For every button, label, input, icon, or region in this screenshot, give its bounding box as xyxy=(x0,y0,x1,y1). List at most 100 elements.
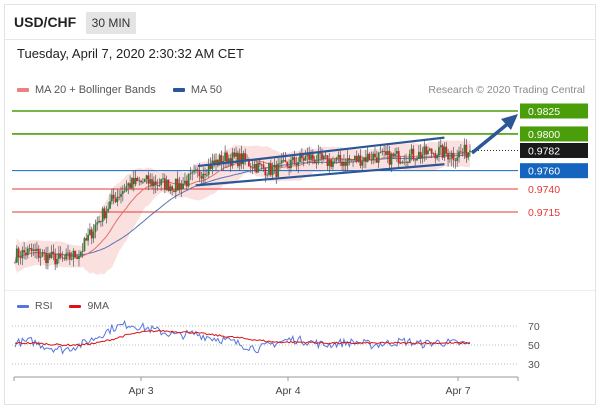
candle-body xyxy=(235,152,238,157)
candle-body xyxy=(25,252,27,256)
x-tick-label: Apr 3 xyxy=(128,385,153,397)
candle-body xyxy=(213,160,216,164)
candle-body xyxy=(112,194,115,199)
candle-body xyxy=(227,158,230,164)
candle-body xyxy=(459,151,462,153)
candle-body xyxy=(162,178,164,180)
candle-body xyxy=(145,175,148,179)
candle-body xyxy=(450,153,453,159)
candle-body xyxy=(21,250,24,259)
candle-body xyxy=(237,152,239,167)
candle-body xyxy=(428,148,431,151)
candle-body xyxy=(96,222,99,225)
candle-body xyxy=(445,146,448,154)
candle-body xyxy=(79,252,82,256)
candle-body xyxy=(361,161,364,166)
candles xyxy=(14,138,471,271)
candle-body xyxy=(57,253,60,259)
panel-divider xyxy=(5,290,595,291)
level-label-box-0.9782 xyxy=(520,142,588,158)
candle-body xyxy=(125,186,128,191)
candle-body xyxy=(385,151,387,155)
candle-body xyxy=(388,150,391,165)
candle-body xyxy=(180,183,183,190)
candle-body xyxy=(273,164,276,168)
candle-body xyxy=(17,248,20,258)
candle-body xyxy=(317,152,320,163)
candle-body xyxy=(469,150,471,153)
candle-body xyxy=(98,220,100,223)
candle-body xyxy=(363,157,365,162)
candle-body xyxy=(374,153,376,158)
candle-body xyxy=(441,145,444,158)
candle-body xyxy=(302,158,305,161)
candle-body xyxy=(417,151,420,160)
candle-body xyxy=(209,164,212,169)
candle-body xyxy=(152,181,155,187)
rsi-tick-70: 70 xyxy=(528,321,540,333)
candle-body xyxy=(238,153,241,167)
candle-body xyxy=(34,249,37,251)
forecast-arrow-head xyxy=(501,114,518,130)
interval-button[interactable]: 30 MIN xyxy=(86,12,136,34)
candle-body xyxy=(465,144,468,158)
candle-body xyxy=(200,176,203,179)
candle-body xyxy=(207,164,210,175)
candle-body xyxy=(90,229,93,239)
candle-body xyxy=(127,183,130,187)
candle-body xyxy=(423,146,426,155)
candle-body xyxy=(324,155,327,157)
candle-body xyxy=(244,153,247,160)
candle-body xyxy=(216,159,219,166)
candle-body xyxy=(447,153,449,160)
rsi-legend: RSI 9MA xyxy=(17,300,123,312)
candle-body xyxy=(107,208,110,212)
legend-item-9ma: 9MA xyxy=(69,300,109,312)
candle-body xyxy=(284,160,287,163)
candle-body xyxy=(280,160,283,164)
candle-body xyxy=(295,163,298,166)
candle-body xyxy=(14,262,16,264)
legend-label-rsi: RSI xyxy=(35,300,53,312)
candle-body xyxy=(110,194,113,202)
candle-body xyxy=(61,257,64,259)
candle-body xyxy=(311,154,314,160)
candle-body xyxy=(456,157,459,161)
candle-body xyxy=(405,161,407,163)
candle-body xyxy=(160,179,163,185)
candle-body xyxy=(454,159,457,161)
candle-body xyxy=(350,159,353,161)
candle-body xyxy=(396,151,398,154)
candle-body xyxy=(165,179,168,190)
candle-body xyxy=(87,234,89,241)
candle-body xyxy=(123,190,126,192)
candle-body xyxy=(467,152,470,158)
candle-body xyxy=(72,250,75,260)
candle-body xyxy=(343,161,345,166)
candle-body xyxy=(202,173,205,179)
candle-body xyxy=(48,254,51,258)
candle-body xyxy=(452,153,455,160)
legend-label-ma50: MA 50 xyxy=(190,84,223,96)
candle-body xyxy=(196,169,199,171)
candle-body xyxy=(167,179,170,191)
candle-body xyxy=(205,174,208,176)
candle-body xyxy=(432,153,435,155)
candle-body xyxy=(279,163,281,164)
candle-body xyxy=(52,251,55,254)
candle-body xyxy=(189,173,192,175)
candle-body xyxy=(458,151,460,158)
credit-text: Research © 2020 Trading Central xyxy=(428,84,585,96)
candle-body xyxy=(306,153,309,156)
candle-body xyxy=(375,157,378,163)
candle-body xyxy=(191,172,194,174)
legend-swatch-rsi xyxy=(17,304,29,308)
candle-body xyxy=(253,164,256,169)
candle-body xyxy=(438,147,440,156)
candle-body xyxy=(220,155,223,164)
candle-body xyxy=(434,153,437,159)
candle-body xyxy=(330,159,333,167)
candle-body xyxy=(151,179,153,187)
candle-body xyxy=(45,252,47,264)
